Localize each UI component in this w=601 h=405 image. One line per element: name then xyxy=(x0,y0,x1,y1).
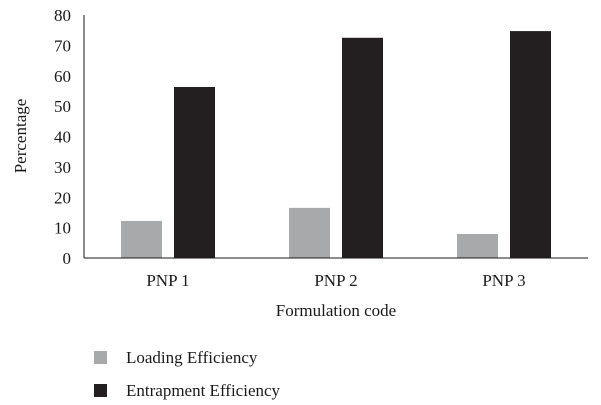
y-tick-label: 0 xyxy=(63,249,72,268)
x-tick-label: PNP 1 xyxy=(146,271,189,290)
legend-swatch xyxy=(94,384,107,397)
bar-loading-3 xyxy=(457,234,498,258)
x-axis-ticks: PNP 1 PNP 2 PNP 3 xyxy=(146,271,525,290)
bars xyxy=(121,31,551,259)
x-tick-label: PNP 2 xyxy=(314,271,357,290)
y-axis-ticks: 0 10 20 30 40 50 60 70 80 xyxy=(54,6,71,268)
x-tick-label: PNP 3 xyxy=(482,271,525,290)
legend-label: Entrapment Efficiency xyxy=(126,381,281,400)
y-tick-label: 80 xyxy=(54,6,71,25)
axes xyxy=(83,15,588,259)
bar-entrapment-1 xyxy=(174,86,215,259)
y-tick-label: 30 xyxy=(54,158,71,177)
bar-loading-1 xyxy=(121,220,162,258)
legend: Loading Efficiency Entrapment Efficiency xyxy=(94,348,281,400)
y-tick-label: 40 xyxy=(54,128,71,147)
y-tick-label: 60 xyxy=(54,67,71,86)
y-tick-label: 10 xyxy=(54,219,71,238)
bar-entrapment-2 xyxy=(342,37,383,258)
y-tick-label: 70 xyxy=(54,36,71,55)
y-tick-label: 20 xyxy=(54,188,71,207)
y-axis-label: Percentage xyxy=(11,99,30,174)
bar-entrapment-3 xyxy=(510,31,551,258)
x-axis-label: Formulation code xyxy=(276,301,396,320)
y-tick-label: 50 xyxy=(54,97,71,116)
legend-swatch xyxy=(94,351,107,364)
bar-loading-2 xyxy=(289,207,330,258)
legend-label: Loading Efficiency xyxy=(126,348,258,367)
